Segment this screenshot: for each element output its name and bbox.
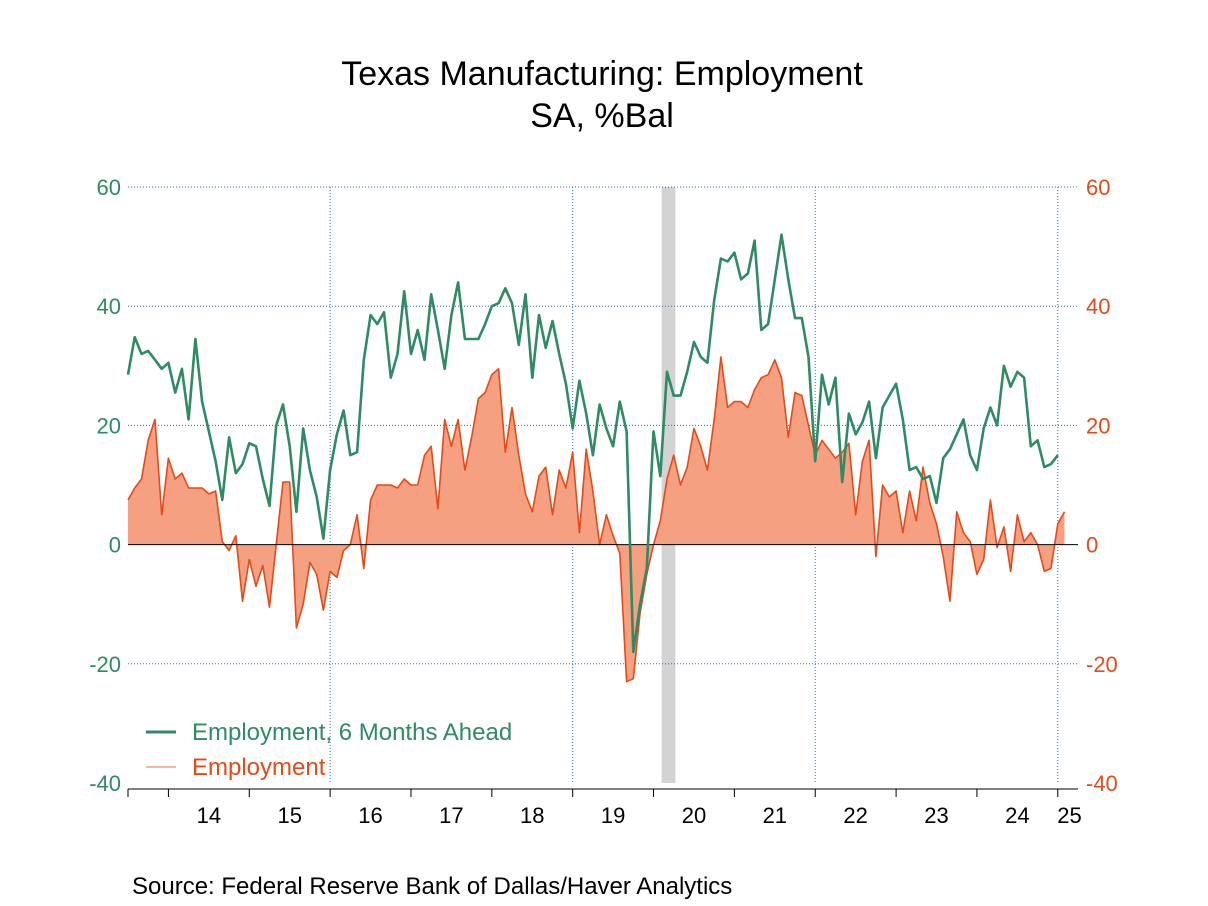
- legend-employment-label: Employment: [192, 754, 326, 781]
- y-tick-label-left: 60: [97, 175, 121, 200]
- x-tick-label: 18: [520, 803, 544, 828]
- y-tick-label-left: 0: [109, 533, 121, 558]
- y-tick-label-right: 40: [1086, 294, 1110, 319]
- x-tick-label: 22: [843, 803, 867, 828]
- chart-subtitle: SA, %Bal: [530, 97, 674, 135]
- x-tick-label: 25: [1057, 803, 1081, 828]
- x-tick-label: 19: [601, 803, 625, 828]
- y-tick-label-left: -40: [89, 771, 121, 796]
- x-tick-label: 21: [763, 803, 787, 828]
- source-note: Source: Federal Reserve Bank of Dallas/H…: [132, 873, 732, 900]
- y-tick-label-left: 20: [97, 413, 121, 438]
- legend: Employment, 6 Months Ahead Employment: [146, 719, 512, 781]
- x-tick-label: 14: [197, 803, 221, 828]
- x-tick-label: 20: [682, 803, 706, 828]
- y-tick-label-right: -40: [1086, 771, 1118, 796]
- employment-6m-ahead-line: [126, 233, 1059, 654]
- y-tick-label-right: -20: [1086, 652, 1118, 677]
- legend-ahead-label: Employment, 6 Months Ahead: [192, 719, 512, 746]
- employment-line: [127, 356, 1066, 683]
- x-tick-label: 15: [277, 803, 301, 828]
- y-tick-label-right: 0: [1086, 533, 1098, 558]
- y-tick-label-right: 60: [1086, 175, 1110, 200]
- x-tick-label: 17: [439, 803, 463, 828]
- chart-title: Texas Manufacturing: Employment: [341, 55, 863, 93]
- x-tick-label: 23: [924, 803, 948, 828]
- x-tick-label: 16: [358, 803, 382, 828]
- x-tick-label: 24: [1005, 803, 1029, 828]
- y-tick-label-right: 20: [1086, 413, 1110, 438]
- y-tick-label-left: -20: [89, 652, 121, 677]
- y-tick-label-left: 40: [97, 294, 121, 319]
